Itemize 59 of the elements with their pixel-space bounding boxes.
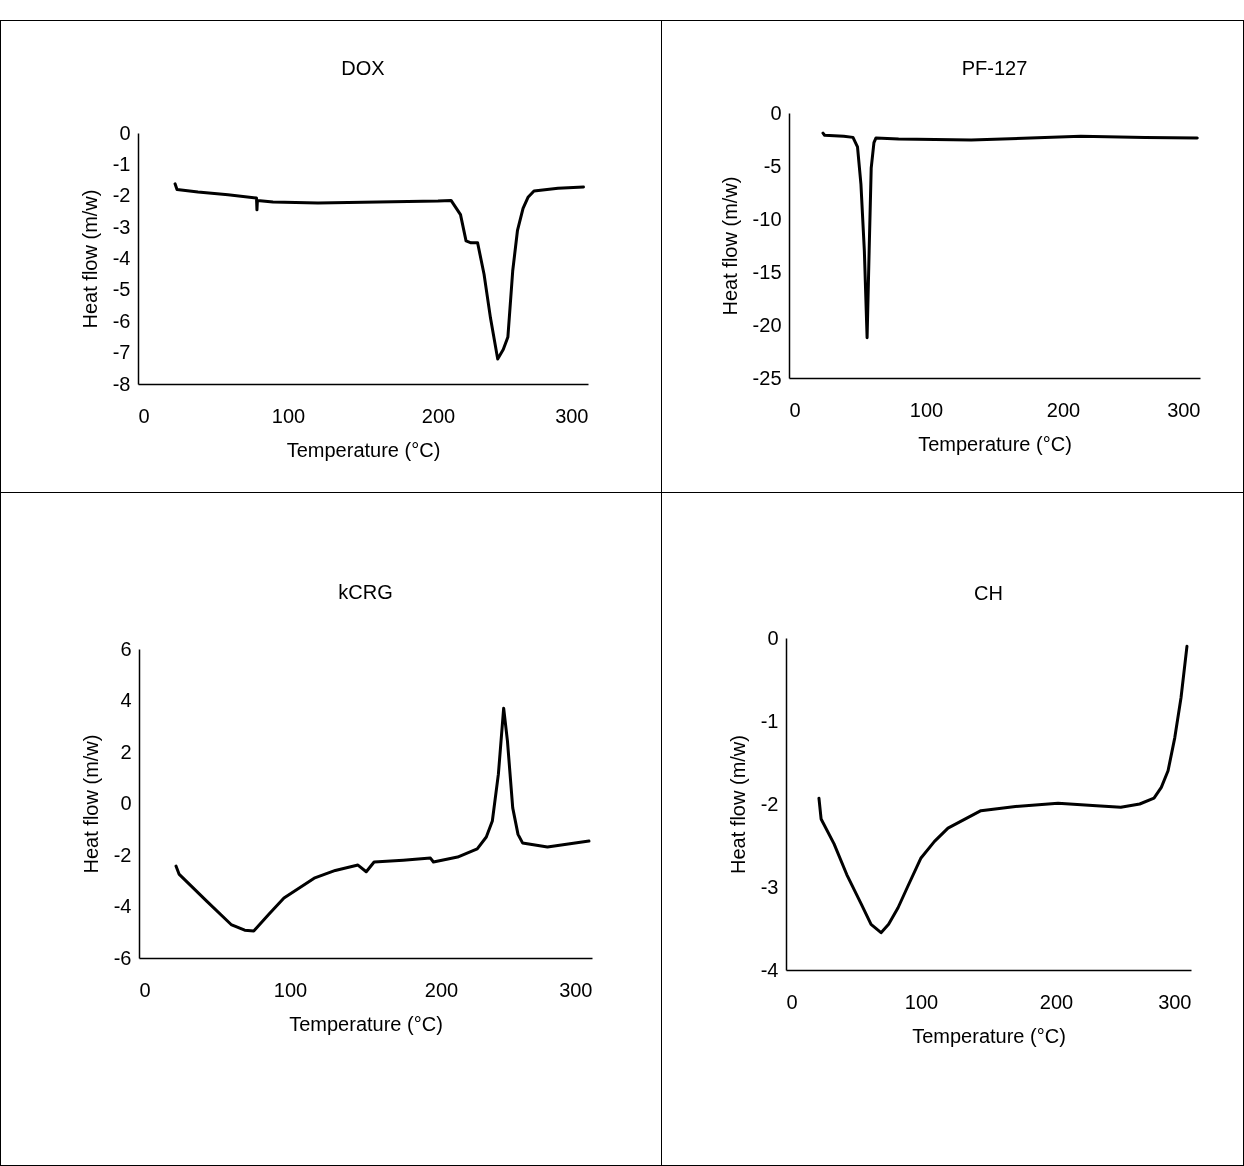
y-axis-title: Heat flow (m/w) (79, 734, 102, 874)
x-tick-label: 200 (421, 404, 456, 427)
x-tick-label: 100 (271, 404, 306, 427)
x-tick-label: 100 (904, 990, 939, 1013)
line-series (174, 706, 591, 933)
x-tick-label: 0 (786, 990, 798, 1013)
y-axis-title: Heat flow (m/w) (726, 735, 749, 874)
y-tick-label: -4 (112, 247, 131, 269)
y-tick-label: -10 (752, 207, 782, 230)
y-tick-label: -25 (752, 366, 782, 389)
x-tick-label: 300 (1167, 398, 1201, 421)
y-tick-label: -3 (112, 215, 131, 238)
x-tick-label: 300 (1158, 990, 1192, 1013)
chart-title: DOX (341, 57, 385, 79)
y-tick-label: -15 (752, 260, 782, 283)
y-tick-label: -1 (760, 709, 779, 732)
y-tick-label: -4 (113, 895, 132, 917)
y-tick-label: 6 (120, 637, 132, 660)
x-tick-label: 200 (1046, 398, 1081, 421)
y-tick-label: 0 (119, 121, 131, 144)
y-tick-label: -20 (752, 313, 782, 336)
x-tick-label: 300 (555, 404, 589, 427)
x-tick-label: 0 (139, 978, 151, 1001)
x-tick-label: 0 (789, 398, 801, 421)
y-tick-label: -5 (112, 278, 131, 301)
x-axis-title: Temperature (°C) (289, 1012, 443, 1035)
y-tick-label: -2 (760, 792, 779, 815)
y-tick-label: -7 (112, 341, 131, 364)
x-tick-label: 0 (138, 404, 150, 427)
x-axis-title: Temperature (°C) (912, 1024, 1066, 1047)
chart-title: kCRG (338, 581, 393, 603)
x-tick-label: 100 (273, 978, 308, 1001)
y-tick-label: -8 (112, 372, 131, 395)
y-tick-label: 2 (120, 740, 132, 763)
x-tick-label: 200 (424, 978, 459, 1001)
y-tick-label: -2 (112, 184, 131, 207)
y-tick-label: -4 (760, 958, 779, 981)
line-series (821, 131, 1199, 340)
chart-title: PF-127 (961, 57, 1028, 79)
y-tick-label: -2 (113, 843, 132, 866)
y-tick-label: -6 (112, 309, 131, 332)
y-tick-label: -1 (112, 152, 131, 175)
y-tick-label: -5 (763, 154, 782, 177)
x-tick-label: 200 (1039, 990, 1074, 1013)
line-series (173, 182, 585, 361)
x-tick-label: 100 (909, 398, 944, 421)
y-tick-label: -6 (113, 946, 132, 969)
x-axis-title: Temperature (°C) (918, 432, 1072, 455)
y-tick-label: 0 (770, 101, 782, 124)
line-series (817, 644, 1189, 935)
y-tick-label: 4 (120, 689, 132, 711)
y-axis-title: Heat flow (m/w) (718, 176, 741, 316)
x-axis-title: Temperature (°C) (286, 438, 441, 461)
y-tick-label: -3 (760, 875, 779, 898)
chart-title: CH (974, 582, 1003, 604)
y-axis-title: Heat flow (m/w) (78, 189, 101, 329)
y-tick-label: 0 (120, 792, 132, 814)
y-tick-label: 0 (767, 626, 779, 649)
x-tick-label: 300 (559, 978, 593, 1001)
